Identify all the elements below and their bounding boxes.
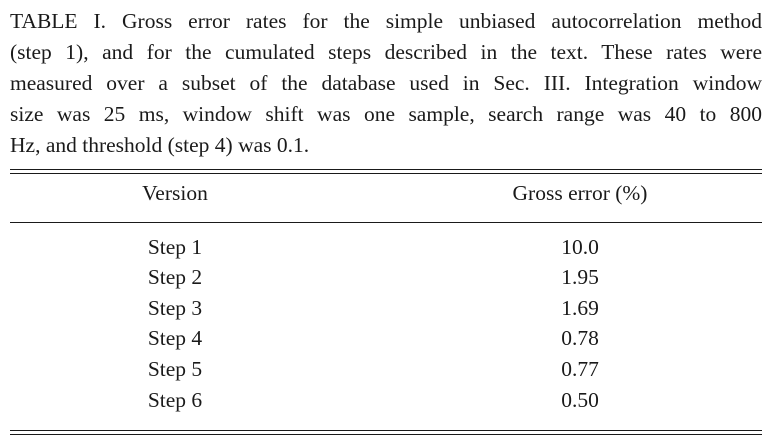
cell-version: Step 5 bbox=[147, 357, 203, 381]
table-caption: TABLE I. Gross error rates for the simpl… bbox=[10, 6, 762, 161]
cell-gross-error: 0.77 bbox=[561, 357, 599, 381]
cell-gross-error: 0.78 bbox=[561, 326, 599, 350]
cell-version: Step 2 bbox=[147, 265, 203, 289]
caption-line: (step 1), and for the cumulated steps de… bbox=[10, 40, 762, 64]
cell-version: Step 1 bbox=[147, 235, 203, 259]
bottom-rule bbox=[10, 430, 762, 431]
header-version: Version bbox=[142, 181, 208, 205]
table-row: Step 1 10.0 bbox=[10, 232, 762, 262]
cell-gross-error: 0.50 bbox=[561, 388, 599, 412]
table-row: Step 6 0.50 bbox=[10, 385, 762, 415]
table-row: Step 5 0.77 bbox=[10, 354, 762, 384]
table-row: Step 3 1.69 bbox=[10, 293, 762, 323]
caption-line: TABLE I. Gross error rates for the simpl… bbox=[10, 9, 762, 33]
cell-gross-error: 1.69 bbox=[561, 296, 599, 320]
caption-line: measured over a subset of the database u… bbox=[10, 71, 762, 95]
cell-version: Step 4 bbox=[147, 326, 203, 350]
table-row: Step 2 1.95 bbox=[10, 262, 762, 292]
top-rule bbox=[10, 169, 762, 170]
table-header-row: Version Gross error (%) bbox=[10, 181, 762, 213]
cell-version: Step 6 bbox=[147, 388, 203, 412]
bottom-rule bbox=[10, 434, 762, 435]
results-table: Version Gross error (%) Step 1 10.0 Step… bbox=[10, 0, 762, 446]
cell-gross-error: 1.95 bbox=[561, 265, 599, 289]
cell-version: Step 3 bbox=[147, 296, 203, 320]
table-row: Step 4 0.78 bbox=[10, 323, 762, 353]
caption-line: size was 25 ms, window shift was one sam… bbox=[10, 102, 762, 126]
caption-line: Hz, and threshold (step 4) was 0.1. bbox=[10, 133, 310, 157]
header-rule bbox=[10, 222, 762, 223]
top-rule bbox=[10, 173, 762, 174]
cell-gross-error: 10.0 bbox=[561, 235, 599, 259]
header-gross-error: Gross error (%) bbox=[512, 181, 648, 205]
